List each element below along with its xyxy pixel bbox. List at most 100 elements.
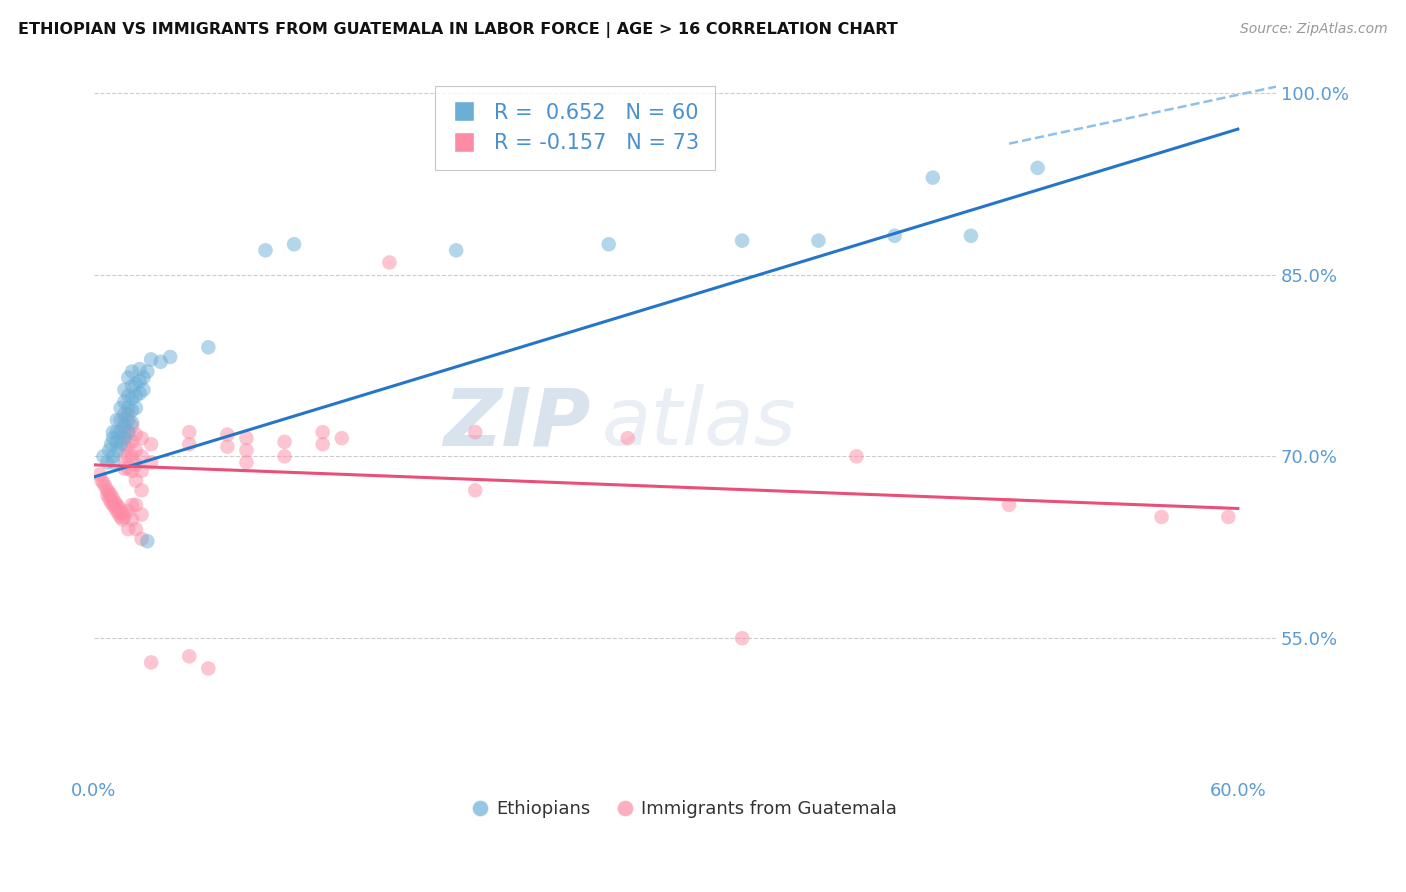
Point (117, 437, 139, 451)
Point (89, 467, 111, 482)
Point (117, 450, 139, 464)
Point (121, 391, 143, 405)
Point (197, 340, 219, 354)
Point (96, 455, 118, 469)
Point (273, 450, 295, 464)
Point (117, 522, 139, 536)
Point (197, 661, 219, 675)
Point (117, 401, 139, 415)
Point (312, 437, 335, 451)
Point (110, 504, 132, 518)
Point (128, 386, 150, 401)
Point (111, 506, 134, 520)
Point (105, 413, 128, 427)
Point (114, 419, 136, 434)
Point (125, 458, 148, 472)
Point (1218, 510, 1240, 524)
Point (132, 370, 155, 384)
Point (235, 443, 257, 458)
Point (125, 389, 148, 403)
Point (96, 488, 118, 502)
Point (125, 498, 148, 512)
Point (110, 425, 132, 439)
Point (807, 234, 830, 248)
Point (464, 425, 486, 439)
Point (101, 431, 124, 445)
Point (117, 461, 139, 475)
Point (114, 450, 136, 464)
Point (149, 355, 172, 369)
Point (136, 534, 159, 549)
Point (105, 425, 128, 439)
Point (117, 425, 139, 439)
Point (98, 491, 121, 506)
Point (125, 443, 148, 458)
Point (125, 401, 148, 415)
Point (131, 532, 153, 546)
Point (139, 656, 162, 670)
Point (139, 455, 162, 469)
Point (105, 498, 128, 512)
Point (110, 510, 132, 524)
Point (598, 237, 620, 252)
Point (998, 498, 1021, 512)
Point (121, 434, 143, 449)
Point (114, 413, 136, 427)
Point (94, 480, 117, 494)
Text: ETHIOPIAN VS IMMIGRANTS FROM GUATEMALA IN LABOR FORCE | AGE > 16 CORRELATION CHA: ETHIOPIAN VS IMMIGRANTS FROM GUATEMALA I… (18, 22, 898, 38)
Legend: Ethiopians, Immigrants from Guatemala: Ethiopians, Immigrants from Guatemala (465, 793, 904, 825)
Point (101, 498, 124, 512)
Point (125, 522, 148, 536)
Point (121, 419, 143, 434)
Point (731, 234, 754, 248)
Point (616, 431, 638, 445)
Point (1150, 510, 1173, 524)
Point (107, 506, 129, 520)
Point (235, 431, 257, 445)
Point (217, 427, 239, 442)
Point (93, 450, 115, 464)
Point (98, 485, 121, 500)
Point (254, 244, 277, 258)
Point (104, 500, 127, 515)
Point (117, 425, 139, 439)
Point (105, 434, 128, 449)
Point (312, 425, 335, 439)
Point (100, 437, 122, 451)
Point (128, 374, 150, 388)
Point (114, 461, 136, 475)
Point (378, 255, 401, 269)
Point (125, 376, 148, 391)
Point (121, 512, 143, 526)
Point (117, 504, 139, 518)
Point (100, 488, 122, 502)
Point (179, 425, 201, 439)
Point (105, 504, 128, 518)
Point (131, 464, 153, 478)
Point (179, 437, 201, 451)
Point (139, 352, 162, 367)
Point (731, 631, 754, 645)
Point (121, 379, 143, 393)
Point (114, 437, 136, 451)
Point (131, 483, 153, 498)
Point (104, 495, 127, 509)
Point (464, 483, 486, 498)
Point (114, 407, 136, 421)
Point (110, 413, 132, 427)
Point (117, 389, 139, 403)
Point (111, 512, 134, 526)
Point (121, 416, 143, 430)
Point (93, 476, 115, 491)
Point (96, 483, 118, 498)
Point (114, 425, 136, 439)
Point (98, 443, 121, 458)
Point (131, 508, 153, 522)
Point (139, 437, 162, 451)
Point (121, 365, 143, 379)
Point (121, 498, 143, 512)
Point (131, 431, 153, 445)
Point (110, 437, 132, 451)
Point (128, 362, 150, 376)
Point (101, 455, 124, 469)
